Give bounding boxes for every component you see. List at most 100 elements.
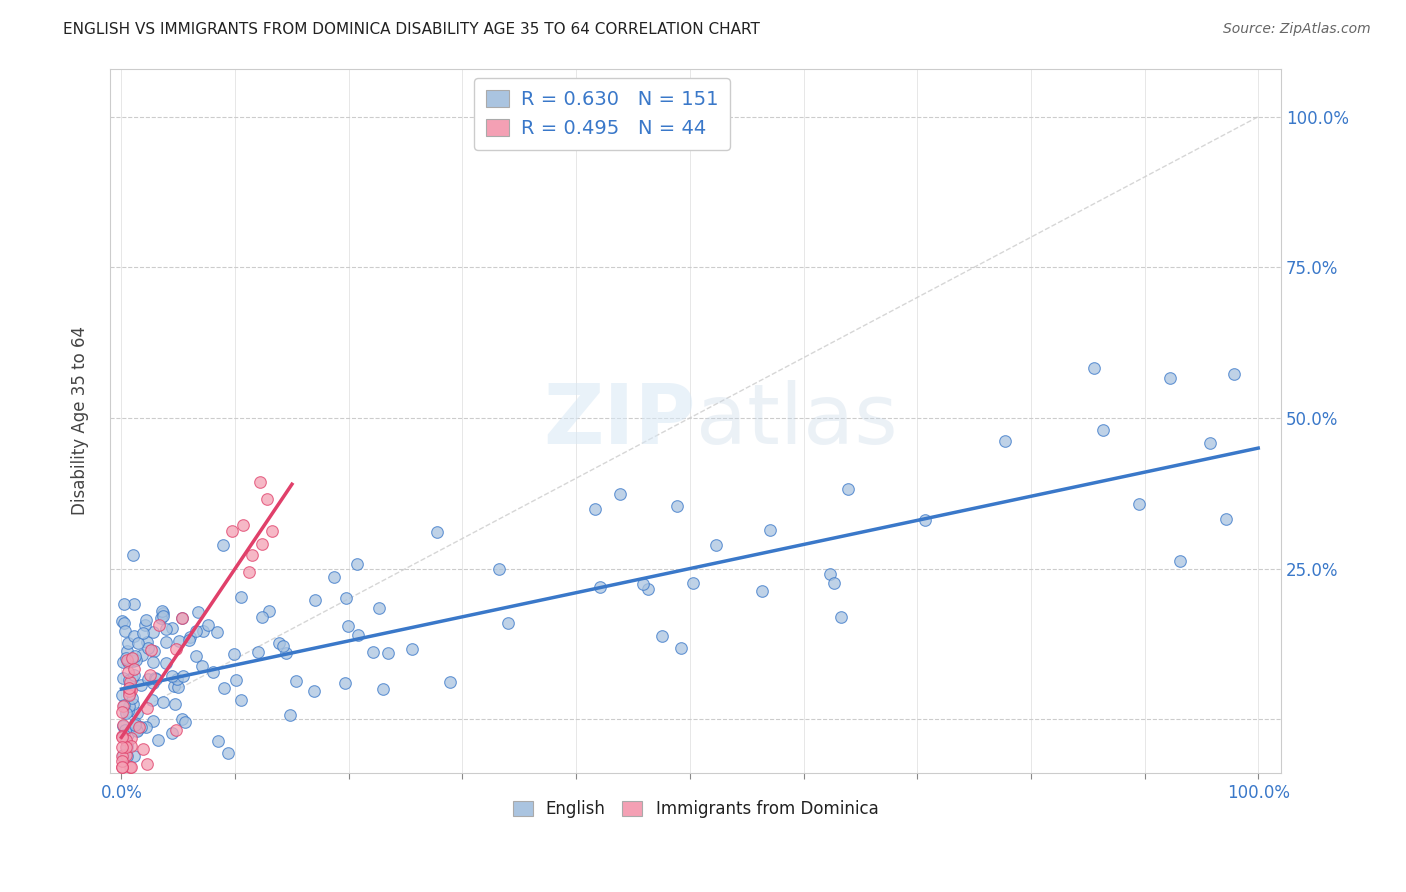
Point — [271, 640, 294, 654]
Point — [118, 684, 141, 698]
Point — [426, 524, 449, 539]
Point — [122, 697, 145, 711]
Point — [212, 681, 235, 695]
Point — [122, 654, 145, 668]
Point — [284, 674, 307, 689]
Point — [118, 673, 141, 688]
Point — [170, 611, 193, 625]
Point — [148, 617, 170, 632]
Point — [112, 719, 135, 733]
Point — [367, 601, 389, 615]
Point — [401, 642, 423, 657]
Point — [148, 732, 170, 747]
Point — [914, 513, 936, 527]
Point — [252, 610, 274, 624]
Point — [136, 701, 159, 715]
Point — [1215, 512, 1237, 526]
Point — [112, 728, 135, 742]
Point — [609, 487, 631, 501]
Point — [994, 434, 1017, 448]
Point — [170, 611, 193, 625]
Point — [117, 665, 139, 679]
Point — [115, 739, 138, 754]
Point — [262, 524, 284, 538]
Point — [115, 651, 138, 665]
Point — [191, 658, 214, 673]
Point — [115, 644, 138, 658]
Point — [371, 682, 394, 697]
Point — [127, 636, 149, 650]
Point — [439, 675, 461, 690]
Point — [118, 676, 141, 690]
Point — [240, 548, 263, 562]
Point — [122, 629, 145, 643]
Point — [111, 760, 134, 774]
Point — [152, 607, 174, 621]
Point — [669, 641, 692, 656]
Text: Source: ZipAtlas.com: Source: ZipAtlas.com — [1223, 22, 1371, 37]
Point — [758, 524, 780, 538]
Point — [124, 648, 146, 663]
Point — [112, 718, 135, 732]
Point — [127, 706, 149, 721]
Point — [238, 565, 260, 579]
Point — [637, 582, 659, 596]
Point — [259, 604, 281, 618]
Point — [111, 747, 134, 762]
Point — [124, 716, 146, 731]
Point — [162, 726, 184, 740]
Point — [160, 621, 183, 635]
Point — [117, 681, 139, 695]
Point — [247, 645, 270, 659]
Point — [138, 668, 160, 682]
Point — [117, 636, 139, 650]
Point — [120, 760, 142, 774]
Point — [346, 628, 368, 642]
Point — [142, 625, 165, 640]
Point — [167, 634, 190, 648]
Point — [136, 756, 159, 771]
Point — [139, 643, 162, 657]
Point — [1159, 371, 1181, 385]
Point — [112, 698, 135, 712]
Point — [207, 734, 229, 748]
Point — [112, 597, 135, 611]
Point — [111, 688, 134, 702]
Text: atlas: atlas — [696, 381, 897, 461]
Point — [488, 562, 510, 576]
Point — [142, 644, 165, 658]
Point — [651, 629, 673, 643]
Point — [121, 672, 143, 686]
Point — [122, 748, 145, 763]
Point — [256, 492, 278, 507]
Point — [149, 611, 172, 625]
Point — [166, 680, 188, 694]
Text: ENGLISH VS IMMIGRANTS FROM DOMINICA DISABILITY AGE 35 TO 64 CORRELATION CHART: ENGLISH VS IMMIGRANTS FROM DOMINICA DISA… — [63, 22, 761, 37]
Point — [1223, 367, 1246, 381]
Point — [172, 712, 194, 726]
Point — [120, 682, 142, 697]
Point — [114, 723, 136, 738]
Point — [112, 699, 135, 714]
Point — [115, 653, 138, 667]
Point — [322, 570, 344, 584]
Point — [1083, 360, 1105, 375]
Point — [152, 695, 174, 709]
Point — [125, 653, 148, 667]
Point — [346, 557, 368, 571]
Point — [111, 760, 134, 774]
Point — [142, 714, 165, 728]
Point — [114, 624, 136, 638]
Point — [155, 635, 177, 649]
Point — [112, 655, 135, 669]
Point — [118, 688, 141, 702]
Point — [250, 537, 273, 551]
Point — [136, 672, 159, 686]
Point — [363, 645, 385, 659]
Point — [141, 655, 163, 669]
Point — [112, 615, 135, 630]
Point — [184, 649, 207, 664]
Point — [125, 723, 148, 738]
Point — [276, 646, 298, 660]
Point — [142, 676, 165, 690]
